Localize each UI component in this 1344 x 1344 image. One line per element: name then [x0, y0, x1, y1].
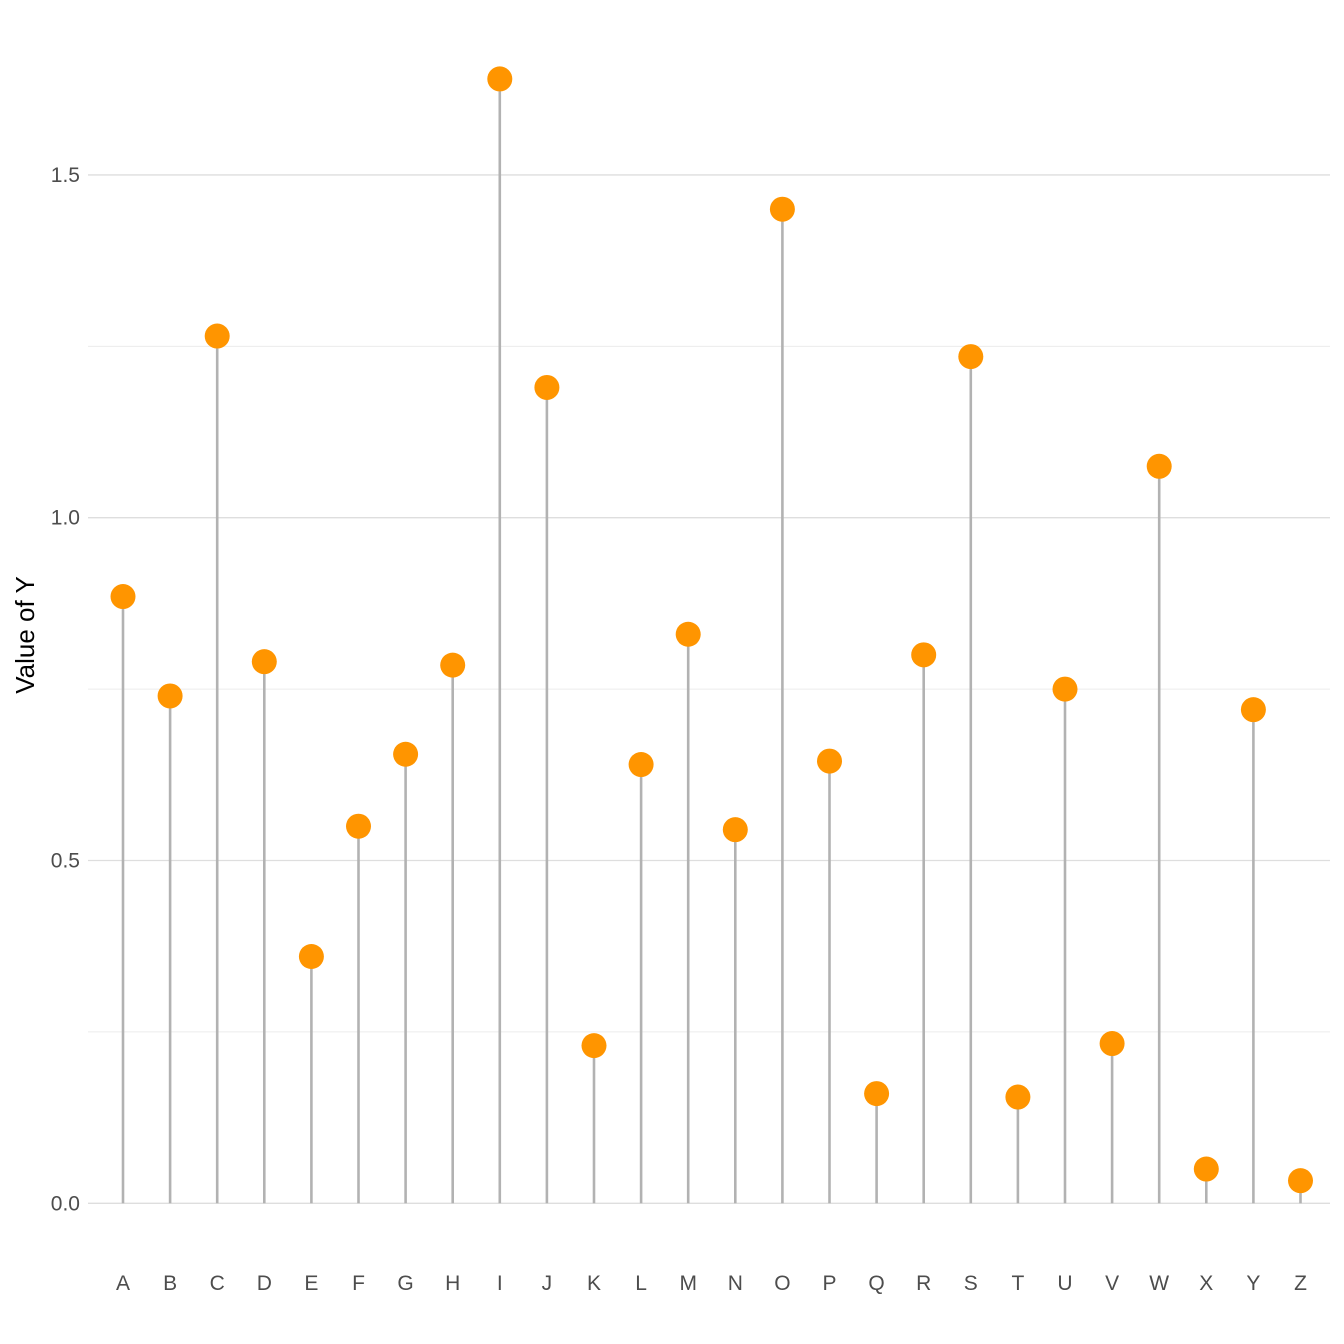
point-C: [204, 323, 230, 349]
x-tick-label: B: [163, 1272, 177, 1295]
point-B: [157, 683, 183, 709]
point-O: [769, 196, 795, 222]
x-tick-label: D: [257, 1272, 272, 1295]
x-tick-label: T: [1011, 1272, 1024, 1295]
y-tick-label: 1.5: [51, 164, 80, 187]
x-tick-label: P: [822, 1272, 836, 1295]
x-tick-label: O: [774, 1272, 790, 1295]
point-I: [487, 66, 513, 92]
x-tick-label: X: [1199, 1272, 1213, 1295]
y-axis-ticks: 0.0 0.5 1.0 1.5: [51, 164, 80, 1215]
x-tick-label: Q: [868, 1272, 884, 1295]
point-X: [1193, 1156, 1219, 1182]
x-tick-label: C: [210, 1272, 225, 1295]
lollipop-points: [110, 66, 1313, 1194]
x-tick-label: V: [1105, 1272, 1119, 1295]
x-tick-label: L: [635, 1272, 647, 1295]
x-tick-label: A: [116, 1272, 130, 1295]
point-J: [534, 374, 560, 400]
x-tick-label: Y: [1246, 1272, 1260, 1295]
point-H: [440, 652, 466, 678]
point-P: [817, 748, 842, 774]
point-L: [628, 752, 654, 778]
y-tick-label: 1.0: [51, 507, 80, 530]
point-F: [346, 813, 371, 839]
x-tick-label: N: [728, 1272, 743, 1295]
point-E: [298, 943, 324, 969]
x-tick-label: Z: [1294, 1272, 1307, 1295]
x-tick-label: I: [497, 1272, 503, 1295]
x-tick-label: F: [352, 1272, 365, 1295]
x-tick-label: G: [397, 1272, 413, 1295]
y-axis-title: Value of Y: [10, 576, 40, 694]
x-tick-label: S: [964, 1272, 978, 1295]
x-axis-ticks: A B C D E F G H I J K L M N O P Q R S T U V W X Y Z: [116, 1272, 1307, 1295]
gridlines: [88, 174, 1330, 1204]
point-D: [251, 649, 277, 675]
point-M: [675, 621, 701, 647]
point-N: [722, 817, 748, 843]
point-A: [110, 584, 136, 610]
point-Q: [864, 1081, 890, 1107]
x-tick-label: R: [916, 1272, 931, 1295]
x-tick-label: M: [679, 1272, 697, 1295]
point-Y: [1240, 697, 1266, 723]
point-R: [911, 642, 937, 668]
point-K: [581, 1033, 607, 1059]
point-V: [1099, 1031, 1125, 1057]
lollipop-stems: [121, 78, 1302, 1204]
point-S: [958, 344, 984, 370]
x-tick-label: U: [1057, 1272, 1072, 1295]
point-U: [1052, 676, 1078, 702]
x-tick-label: E: [304, 1272, 318, 1295]
point-T: [1005, 1084, 1031, 1110]
point-G: [393, 741, 419, 767]
x-tick-label: H: [445, 1272, 460, 1295]
x-tick-label: W: [1149, 1272, 1169, 1295]
point-Z: [1288, 1168, 1313, 1194]
y-tick-label: 0.5: [51, 850, 80, 873]
x-tick-label: K: [587, 1272, 601, 1295]
x-tick-label: J: [542, 1272, 553, 1295]
point-W: [1146, 453, 1172, 479]
y-tick-label: 0.0: [51, 1192, 80, 1215]
